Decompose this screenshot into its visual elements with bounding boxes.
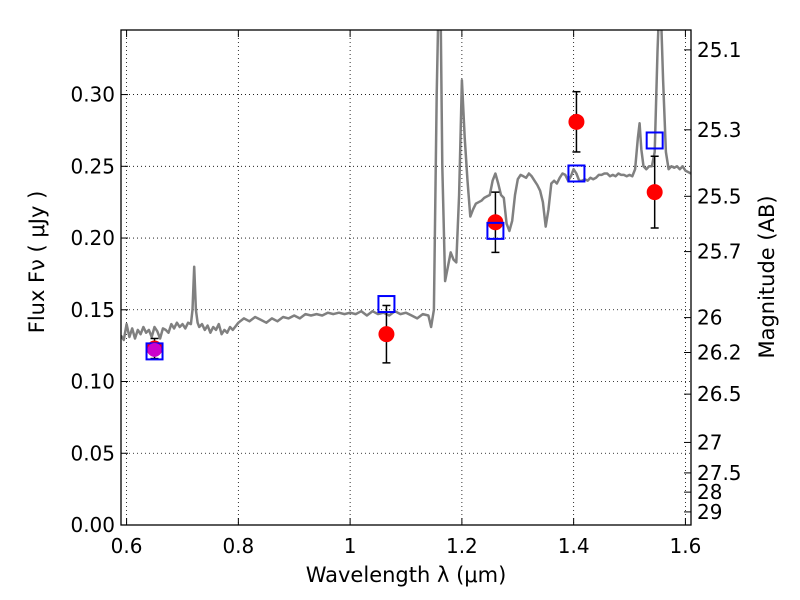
y-tick-label: 0.30 <box>70 83 115 107</box>
x-tick-label: 1 <box>344 534 357 558</box>
y2-tick-label: 25.3 <box>697 118 742 142</box>
y-tick-label: 0.25 <box>70 154 115 178</box>
x-tick-label: 1.6 <box>670 534 702 558</box>
plot-area <box>121 30 691 525</box>
y2-tick-label: 28 <box>697 480 722 504</box>
observed-point <box>646 184 663 201</box>
series-layer <box>121 30 691 364</box>
x-tick-label: 1.2 <box>446 534 478 558</box>
x-tick-label: 0.8 <box>222 534 254 558</box>
highlight-point <box>147 342 162 357</box>
model-square <box>377 295 396 314</box>
y2-tick-label: 25.7 <box>697 240 742 264</box>
y2-tick-label: 26.2 <box>697 340 742 364</box>
y2-tick-label: 26.5 <box>697 382 742 406</box>
y2-axis-label: Magnitude (AB) <box>755 195 779 358</box>
y2-tick-label: 27.5 <box>697 461 742 485</box>
plot-frame <box>120 29 692 526</box>
y2-tick-label: 29 <box>697 500 722 524</box>
y-tick-label: 0.05 <box>70 441 115 465</box>
y-tick-label: 0.10 <box>70 370 115 394</box>
y-tick-label: 0.00 <box>70 513 115 537</box>
y-tick-label: 0.15 <box>70 298 115 322</box>
y2-tick-label: 26 <box>697 306 722 330</box>
x-axis-label: Wavelength λ (μm) <box>306 563 507 587</box>
y2-tick-label: 27 <box>697 430 722 454</box>
y2-tick-label: 25.1 <box>697 38 742 62</box>
observed-point <box>378 326 395 343</box>
y2-tick-label: 25.5 <box>697 184 742 208</box>
model-square <box>486 221 505 240</box>
model-square <box>645 131 664 150</box>
y-axis-label: Flux Fν ( μJy ) <box>25 191 49 334</box>
x-tick-label: 1.4 <box>558 534 590 558</box>
ticks: 0.6 0.8 1 1.2 1.4 1.6 0.00 0.05 0.10 0.15 0.20 0.25… <box>70 30 742 558</box>
x-tick-label: 0.6 <box>111 534 143 558</box>
spectrum-line <box>121 30 691 342</box>
y-tick-label: 0.20 <box>70 226 115 250</box>
model-square <box>567 164 586 183</box>
observed-point <box>568 113 585 130</box>
